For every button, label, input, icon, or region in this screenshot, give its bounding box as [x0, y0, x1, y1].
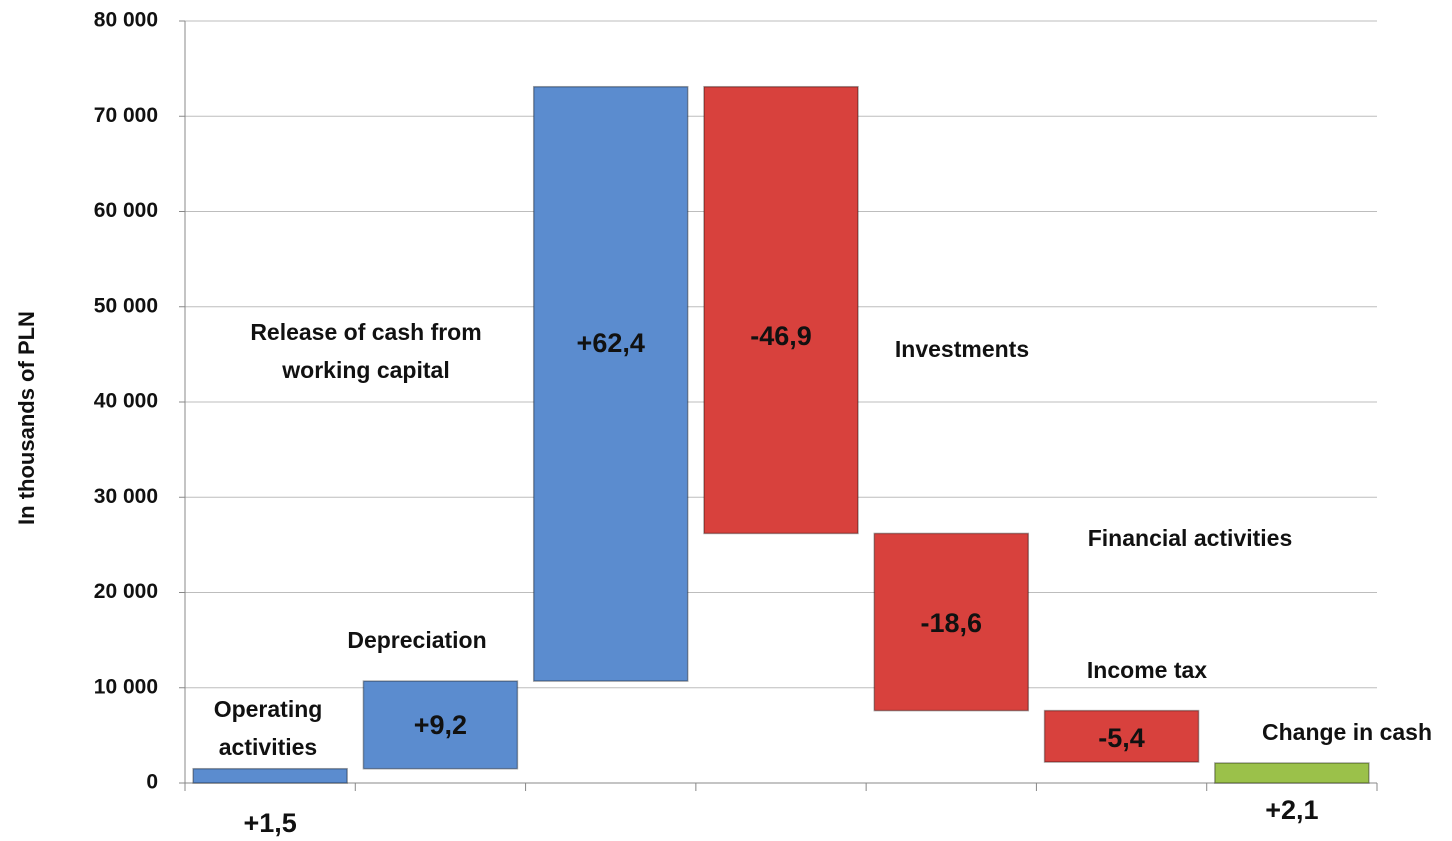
bar: [1043, 709, 1200, 763]
y-axis-label: In thousands of PLN: [14, 311, 39, 525]
y-tick-label: 50 000: [94, 294, 158, 317]
data-label: +1,5: [243, 808, 296, 838]
category-label: Financial activities: [1087, 525, 1293, 551]
category-label: Change in cash: [1262, 719, 1432, 745]
data-label: +9,2: [414, 710, 467, 740]
bar: [362, 680, 519, 770]
y-tick-label: 60 000: [94, 199, 158, 222]
category-label: Depreciation: [347, 627, 487, 653]
data-label: +2,1: [1265, 795, 1318, 825]
category-label: Investments: [894, 336, 1030, 362]
bar: [192, 767, 348, 784]
y-tick-label: 80 000: [94, 9, 158, 32]
bar: [703, 85, 859, 535]
data-label: -46,9: [750, 321, 812, 351]
bar: [873, 532, 1030, 712]
data-label: +62,4: [577, 328, 645, 358]
category-label: Operating activities: [213, 696, 323, 760]
y-tick-label: 40 000: [94, 390, 158, 413]
y-tick-label: 30 000: [94, 485, 158, 508]
data-label: -18,6: [921, 608, 983, 638]
data-label: -5,4: [1098, 723, 1145, 753]
y-tick-label: 10 000: [94, 675, 158, 698]
bar: [532, 85, 689, 682]
y-tick-label: 20 000: [94, 580, 158, 603]
y-tick-label: 70 000: [94, 104, 158, 127]
bar: [1214, 762, 1370, 784]
category-label: Release of cash from working capital: [250, 319, 482, 383]
category-label: Income tax: [1086, 657, 1208, 683]
y-tick-label: 0: [146, 771, 158, 794]
